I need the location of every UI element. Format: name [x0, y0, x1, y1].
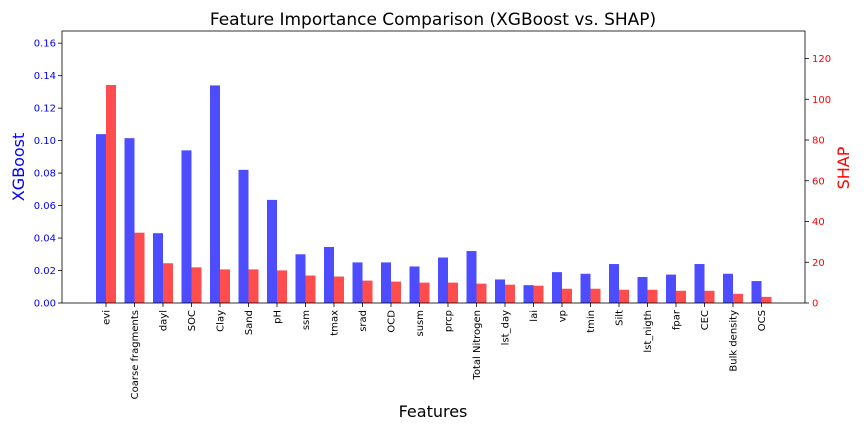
bar-xgboost-23: [751, 281, 762, 303]
bar-xgboost-1: [124, 138, 135, 303]
bar-xgboost-6: [267, 199, 277, 303]
left-tick-label: 0.16: [34, 39, 56, 50]
left-tick-label: 0.12: [34, 104, 56, 115]
left-axis-ticks: 0.00 0.02 0.04 0.06 0.08 0.10 0.12 0.14 0.16: [34, 39, 62, 310]
right-axis-label: SHAP: [834, 146, 853, 189]
bar-shap-2: [163, 263, 173, 303]
bar-shap-12: [448, 282, 458, 303]
bar-shap-20: [676, 290, 686, 303]
bar-xgboost-19: [637, 277, 648, 303]
x-tick-label: vp: [558, 310, 569, 322]
x-tick-label: Bulk density: [729, 310, 740, 372]
bar-xgboost-21: [694, 264, 705, 303]
x-tick-label: dayl: [159, 310, 170, 331]
x-tick-label: Silt: [615, 310, 626, 326]
bar-shap-5: [248, 269, 259, 303]
bar-shap-9: [362, 280, 373, 303]
x-tick-label: Sand: [244, 310, 255, 335]
bar-xgboost-17: [580, 273, 591, 303]
x-tick-label: prcp: [444, 310, 455, 332]
bar-xgboost-10: [381, 262, 391, 303]
right-tick-label: 20: [812, 258, 825, 269]
x-tick-label: OCS: [757, 310, 768, 331]
bar-xgboost-12: [438, 257, 448, 303]
right-tick-label: 60: [812, 176, 825, 187]
bar-xgboost-16: [552, 272, 562, 303]
x-tick-label: lst_day: [501, 310, 512, 345]
bar-xgboost-14: [495, 279, 505, 303]
bar-shap-7: [305, 275, 316, 303]
x-tick-label: Coarse fragments: [130, 310, 141, 399]
x-tick-label: SOC: [187, 310, 198, 331]
left-tick-label: 0.14: [34, 71, 56, 82]
bar-xgboost-9: [352, 262, 363, 303]
right-tick-label: 0: [812, 299, 818, 310]
bar-shap-18: [619, 289, 629, 303]
right-tick-label: 40: [812, 217, 825, 228]
bar-xgboost-13: [466, 251, 477, 303]
bar-shap-8: [334, 276, 344, 303]
bar-shap-6: [277, 270, 287, 303]
x-tick-label: lai: [529, 310, 540, 322]
bar-shap-23: [761, 296, 772, 303]
x-tick-label: tmax: [330, 310, 341, 336]
right-tick-label: 100: [812, 95, 831, 106]
bar-shap-17: [590, 288, 601, 303]
bar-shap-1: [134, 232, 145, 303]
bar-xgboost-7: [295, 254, 306, 303]
bar-xgboost-3: [181, 150, 192, 303]
right-axis-ticks: 0 20 40 60 80 100 120: [805, 54, 831, 310]
bars-group: [96, 84, 772, 304]
x-tick-label: lst_nigth: [643, 310, 654, 353]
bar-shap-13: [476, 283, 487, 303]
x-tick-label: ssm: [301, 310, 312, 330]
bar-shap-11: [419, 282, 430, 303]
bar-xgboost-4: [210, 85, 220, 304]
right-tick-label: 80: [812, 136, 825, 147]
left-axis-label: XGBoost: [9, 133, 28, 202]
bar-shap-14: [505, 284, 515, 303]
x-tick-label: srad: [358, 310, 369, 332]
bar-xgboost-15: [523, 285, 534, 303]
bar-shap-4: [220, 269, 230, 303]
bar-xgboost-2: [153, 233, 163, 303]
left-tick-label: 0.06: [34, 201, 56, 212]
bar-xgboost-20: [666, 274, 676, 303]
left-tick-label: 0.10: [34, 136, 56, 147]
bar-xgboost-22: [723, 273, 733, 303]
x-tick-label: pH: [273, 310, 284, 324]
bar-shap-10: [391, 281, 401, 303]
left-tick-label: 0.04: [34, 234, 56, 245]
x-tick-label: CEC: [700, 310, 711, 330]
x-axis-ticks: evi Coarse fragments dayl SOC Clay Sand pH ssm t…: [102, 303, 768, 399]
x-tick-label: Total Nitrogen: [472, 310, 483, 381]
left-tick-label: 0.00: [34, 299, 56, 310]
x-tick-label: evi: [102, 310, 113, 325]
right-tick-label: 120: [812, 54, 831, 65]
plot-frame: [61, 30, 806, 304]
x-axis-label: Features: [399, 402, 468, 421]
x-tick-label: fpar: [672, 309, 683, 330]
x-tick-label: OCD: [387, 310, 398, 333]
x-tick-label: susm: [415, 310, 426, 337]
x-tick-label: tmin: [586, 310, 597, 333]
bar-xgboost-18: [609, 264, 619, 303]
chart-title: Feature Importance Comparison (XGBoost v…: [210, 10, 656, 30]
bar-shap-21: [704, 290, 715, 303]
bar-xgboost-8: [324, 246, 334, 303]
left-tick-label: 0.08: [34, 169, 56, 180]
bar-xgboost-11: [409, 266, 420, 303]
bar-xgboost-5: [238, 169, 249, 303]
left-tick-label: 0.02: [34, 266, 56, 277]
bar-shap-22: [733, 293, 743, 303]
bar-shap-3: [191, 267, 202, 303]
bar-shap-19: [647, 289, 658, 303]
bar-shap-16: [562, 288, 572, 303]
x-tick-label: Clay: [216, 310, 227, 332]
bar-shap-15: [533, 285, 544, 303]
bar-shap-0: [106, 84, 116, 303]
bar-xgboost-0: [96, 134, 106, 303]
